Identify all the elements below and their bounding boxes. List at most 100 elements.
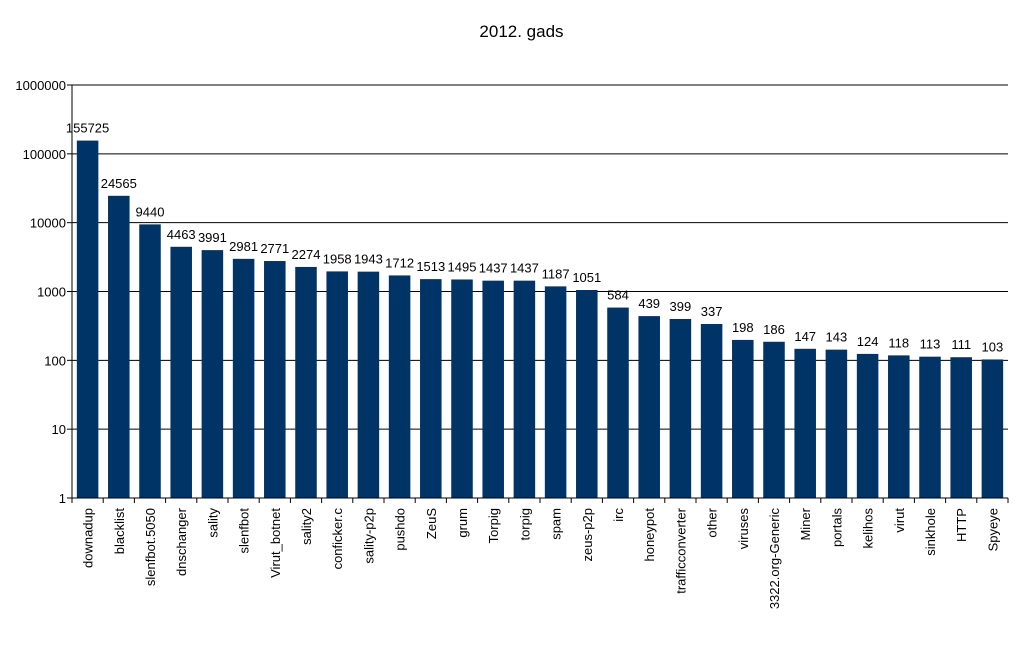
data-label: 337 — [701, 304, 723, 319]
bar — [139, 224, 161, 498]
x-tick-label: trafficconverter — [673, 507, 688, 593]
x-tick-label: slenfbot.5050 — [143, 508, 158, 586]
bar — [576, 290, 598, 498]
bar — [264, 261, 286, 498]
y-tick-label: 100 — [44, 353, 66, 368]
y-tick-label: 1000 — [37, 285, 66, 300]
x-tick-label: downadup — [81, 508, 96, 568]
data-label: 24565 — [101, 176, 137, 191]
bar — [420, 279, 442, 498]
bar — [544, 286, 567, 498]
x-tick-label: Spyeye — [985, 508, 1000, 551]
bar — [232, 258, 255, 498]
x-tick-label: portals — [829, 508, 844, 548]
bar — [700, 324, 723, 498]
x-tick-label: ZeuS — [424, 508, 439, 539]
x-tick-label: 3322.org-Generic — [767, 508, 782, 610]
bar — [732, 339, 754, 498]
bar — [295, 266, 317, 498]
bar — [201, 250, 224, 498]
bar — [388, 275, 411, 498]
data-label: 9440 — [136, 204, 165, 219]
bars — [76, 140, 1004, 499]
bar — [669, 318, 692, 498]
x-tick-label: HTTP — [954, 508, 969, 542]
data-label: 186 — [763, 322, 785, 337]
bar — [108, 195, 130, 498]
bar — [513, 280, 536, 498]
data-label: 439 — [638, 296, 660, 311]
x-tick-label: grum — [455, 508, 470, 538]
x-tick-label: viruses — [736, 508, 751, 550]
gridlines — [72, 84, 1008, 430]
x-tick-label: honeypot — [642, 508, 657, 562]
x-tick-label: slenfbot — [237, 508, 252, 554]
data-label: 2981 — [229, 239, 258, 254]
bar — [482, 280, 504, 498]
y-tick-label: 10000 — [30, 216, 66, 231]
bar — [607, 307, 629, 498]
data-label: 399 — [670, 299, 692, 314]
bar — [763, 341, 785, 498]
bar — [794, 348, 816, 498]
data-label: 584 — [607, 288, 629, 303]
data-label: 198 — [732, 320, 754, 335]
x-tick-label: kelihos — [861, 508, 876, 549]
data-label: 143 — [826, 330, 848, 345]
data-label: 2274 — [292, 247, 321, 262]
data-label: 147 — [794, 329, 816, 344]
x-tick-label: other — [705, 507, 720, 537]
data-label: 103 — [982, 339, 1004, 354]
data-label: 1712 — [385, 255, 414, 270]
x-tick-label: Miner — [798, 507, 813, 540]
data-label: 118 — [888, 335, 909, 350]
data-label: 1187 — [542, 266, 570, 281]
data-label: 1513 — [416, 259, 445, 274]
y-tick-label: 100000 — [23, 147, 66, 162]
y-tick-label: 1000000 — [15, 78, 66, 93]
chart-title: 2012. gads — [479, 22, 564, 41]
bar — [825, 349, 848, 498]
data-label: 1495 — [448, 259, 477, 274]
data-label: 124 — [857, 334, 879, 349]
bar — [170, 246, 192, 498]
x-tick-label: sality — [205, 508, 220, 538]
x-tick-label: zeus-p2p — [580, 508, 595, 561]
x-tick-label: Virut_botnet — [268, 508, 283, 578]
bar — [919, 356, 941, 498]
y-tick-label: 10 — [52, 422, 66, 437]
data-label: 1051 — [572, 270, 601, 285]
data-label: 1943 — [354, 252, 383, 267]
bar — [326, 271, 348, 498]
x-tick-label: torpig — [517, 508, 532, 541]
data-label: 1437 — [479, 261, 508, 276]
data-label: 113 — [920, 337, 941, 352]
x-tick-label: irc — [611, 508, 626, 522]
data-label: 3991 — [198, 230, 227, 245]
x-tick-label: dnschanger — [174, 507, 189, 576]
bar — [76, 140, 99, 499]
x-tick-label: Torpig — [486, 508, 501, 543]
data-label: 1437 — [510, 261, 539, 276]
bar — [451, 279, 473, 498]
bar — [950, 357, 972, 498]
data-label: 111 — [951, 337, 971, 352]
axes: 1 10 100 1000 10000 100000 1000000 downadup blac… — [15, 78, 1009, 610]
x-tick-label: blacklist — [112, 508, 127, 555]
y-tick-label: 1 — [59, 491, 66, 506]
bar — [981, 359, 1004, 498]
data-label: 2771 — [260, 241, 289, 256]
bar — [888, 355, 910, 498]
x-tick-label: sinkhole — [923, 508, 938, 556]
x-tick-label: sality2 — [299, 508, 314, 545]
x-tick-label: virut — [892, 508, 907, 533]
bar — [638, 316, 660, 498]
x-tick-label: spam — [549, 508, 564, 540]
data-label: 155725 — [66, 121, 109, 136]
x-tick-label: conficker.c — [330, 508, 345, 570]
x-tick-label: pushdo — [393, 508, 408, 551]
bar — [856, 353, 879, 498]
data-label: 1958 — [323, 251, 352, 266]
